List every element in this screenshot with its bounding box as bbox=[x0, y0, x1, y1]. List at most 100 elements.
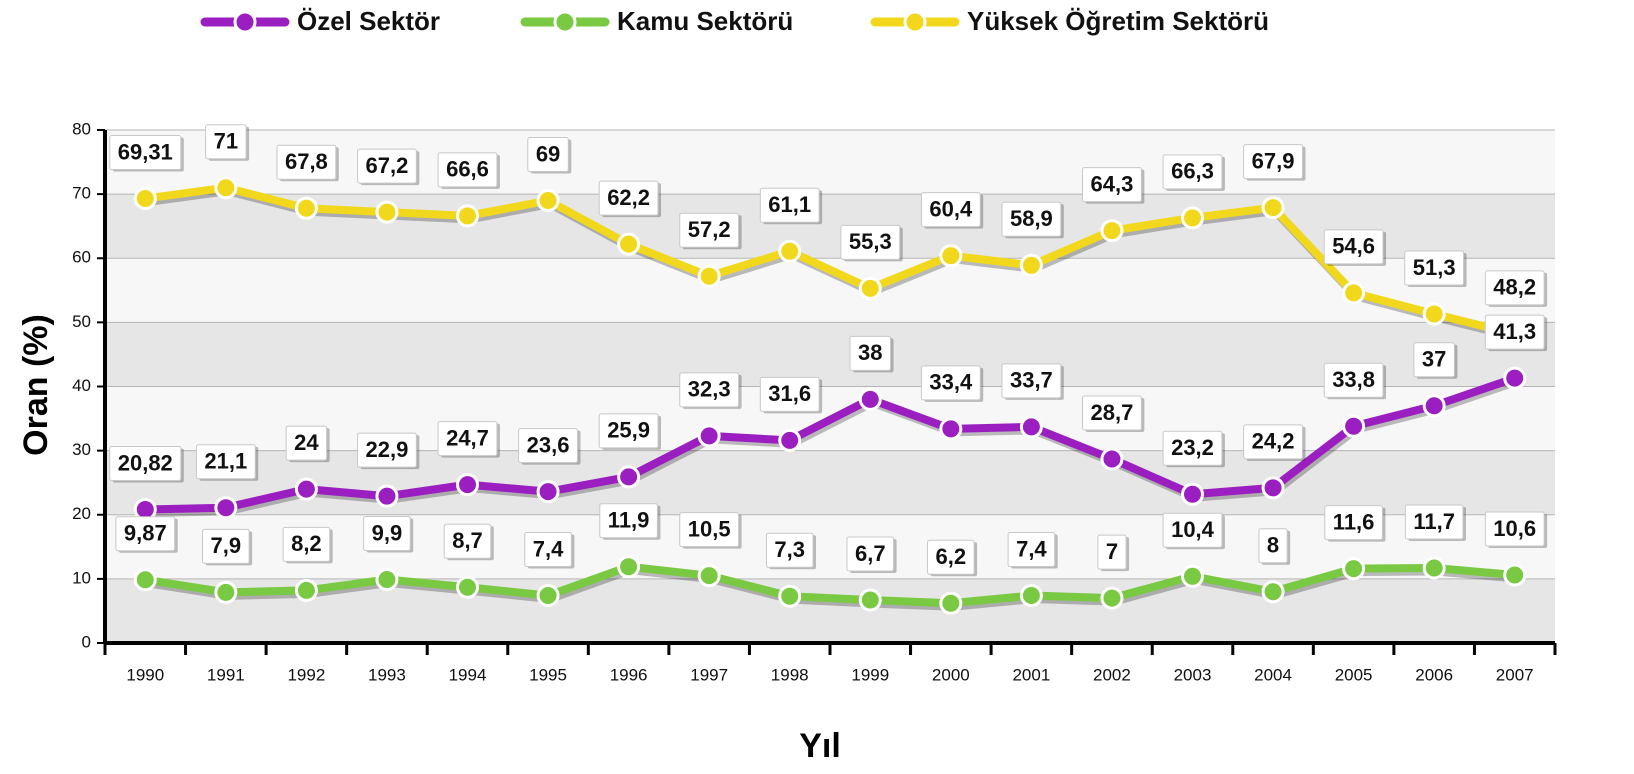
data-point bbox=[939, 244, 963, 268]
series-line bbox=[144, 562, 1516, 608]
value-label-box bbox=[437, 421, 498, 457]
y-tick-label: 10 bbox=[72, 568, 91, 587]
data-point bbox=[1100, 219, 1124, 243]
value-label: 58,9 bbox=[1010, 206, 1053, 231]
x-tick-label: 2004 bbox=[1254, 665, 1292, 684]
value-label-box bbox=[1007, 532, 1056, 568]
data-point bbox=[1261, 476, 1285, 500]
value-label-box bbox=[759, 376, 820, 412]
value-label-box bbox=[598, 413, 659, 449]
data-point bbox=[1342, 281, 1366, 305]
series-line bbox=[145, 374, 1517, 514]
value-label: 20,82 bbox=[118, 450, 173, 475]
plot-band bbox=[105, 514, 1555, 579]
value-label: 11,9 bbox=[608, 508, 650, 533]
value-label-box bbox=[765, 532, 814, 568]
value-label: 55,3 bbox=[849, 229, 892, 254]
y-tick-label: 50 bbox=[72, 312, 91, 331]
value-label-box bbox=[1001, 201, 1062, 237]
value-label-box bbox=[1258, 528, 1288, 564]
data-point bbox=[1100, 586, 1124, 610]
data-point bbox=[778, 239, 802, 263]
x-tick-label: 2003 bbox=[1174, 665, 1212, 684]
value-label-box bbox=[282, 526, 331, 562]
value-label: 66,6 bbox=[446, 157, 489, 182]
value-label: 8,2 bbox=[291, 531, 322, 556]
value-label-box bbox=[437, 152, 498, 188]
value-label-box bbox=[1082, 395, 1142, 431]
value-label: 32,3 bbox=[688, 377, 731, 402]
value-label: 31,6 bbox=[768, 381, 811, 406]
data-point bbox=[1181, 206, 1204, 230]
value-label: 7 bbox=[1106, 539, 1118, 564]
value-label-box bbox=[1243, 424, 1303, 460]
value-label: 6,2 bbox=[936, 544, 967, 569]
x-tick-label: 2000 bbox=[932, 665, 970, 684]
value-label-box bbox=[679, 372, 740, 408]
legend-label: Yüksek Öğretim Sektörü bbox=[967, 6, 1269, 36]
value-label: 67,9 bbox=[1252, 148, 1295, 173]
data-point bbox=[697, 564, 721, 588]
value-label-box bbox=[276, 144, 337, 180]
value-label: 41,3 bbox=[1493, 319, 1536, 344]
value-label: 33,8 bbox=[1332, 367, 1375, 392]
y-tick-label: 60 bbox=[72, 248, 91, 267]
value-label: 8 bbox=[1267, 533, 1279, 558]
data-point bbox=[1422, 556, 1446, 580]
value-label-box bbox=[849, 335, 892, 371]
data-point bbox=[617, 232, 641, 256]
data-point bbox=[1503, 563, 1527, 587]
value-label-box bbox=[920, 365, 981, 401]
data-point bbox=[375, 568, 399, 592]
value-label: 10,6 bbox=[1493, 516, 1536, 541]
value-label: 60,4 bbox=[929, 196, 973, 221]
x-tick-label: 2006 bbox=[1415, 665, 1453, 684]
data-point bbox=[1422, 394, 1446, 418]
value-label-box bbox=[1413, 342, 1455, 378]
value-label-box bbox=[1404, 250, 1465, 286]
value-label-box bbox=[1162, 430, 1223, 466]
x-tick-label: 1995 bbox=[529, 665, 567, 684]
data-point bbox=[536, 584, 560, 608]
value-label: 51,3 bbox=[1413, 255, 1456, 280]
data-point bbox=[939, 417, 963, 441]
data-point bbox=[1261, 196, 1285, 220]
value-label-box bbox=[1323, 229, 1384, 265]
value-label-box bbox=[920, 192, 981, 228]
data-point bbox=[294, 578, 318, 602]
plot-band bbox=[105, 130, 1555, 195]
data-point bbox=[536, 189, 560, 213]
data-point bbox=[1503, 366, 1527, 390]
x-tick-label: 2001 bbox=[1012, 665, 1050, 684]
value-label: 37 bbox=[1422, 347, 1446, 372]
value-label-box bbox=[518, 428, 578, 464]
value-label-box bbox=[927, 539, 975, 575]
data-point bbox=[858, 588, 882, 612]
data-point bbox=[536, 480, 560, 504]
value-label: 24,2 bbox=[1252, 429, 1295, 454]
value-label: 57,2 bbox=[688, 217, 731, 242]
y-tick-label: 80 bbox=[72, 119, 91, 138]
data-point bbox=[456, 575, 479, 599]
data-point bbox=[617, 465, 641, 489]
value-label-box bbox=[840, 224, 901, 260]
value-label-box bbox=[1162, 512, 1223, 548]
plot-band bbox=[105, 578, 1555, 643]
data-point bbox=[214, 580, 238, 604]
value-label: 9,9 bbox=[372, 520, 403, 545]
value-label: 38 bbox=[858, 340, 882, 365]
value-label: 10,4 bbox=[1171, 517, 1215, 542]
data-point bbox=[1100, 447, 1124, 471]
y-axis-label: Oran (%) bbox=[17, 314, 55, 456]
value-label: 66,3 bbox=[1171, 159, 1214, 184]
data-point bbox=[456, 204, 479, 228]
y-tick-label: 30 bbox=[72, 440, 91, 459]
x-tick-label: 1996 bbox=[610, 665, 648, 684]
value-label: 64,3 bbox=[1091, 171, 1134, 196]
y-tick-label: 70 bbox=[72, 184, 91, 203]
legend-label: Özel Sektör bbox=[297, 6, 440, 36]
data-point bbox=[1422, 302, 1446, 326]
value-label: 48,2 bbox=[1493, 275, 1536, 300]
legend-swatch-marker bbox=[903, 10, 927, 34]
value-label-box bbox=[1097, 534, 1127, 570]
